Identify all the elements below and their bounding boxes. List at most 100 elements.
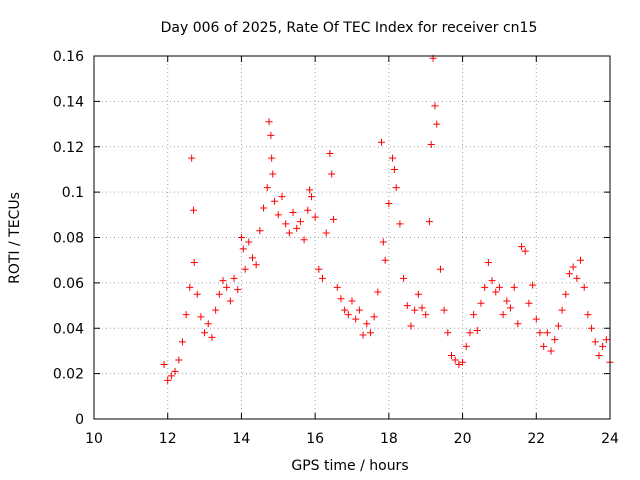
data-point <box>440 306 448 314</box>
data-point <box>188 154 196 162</box>
data-point <box>260 204 268 212</box>
data-point <box>182 311 190 319</box>
data-point <box>306 186 314 194</box>
data-point <box>208 333 216 341</box>
data-point <box>197 313 205 321</box>
data-point <box>591 338 599 346</box>
y-tick-label: 0.08 <box>53 231 84 247</box>
data-point <box>234 286 242 294</box>
data-point <box>422 311 430 319</box>
data-point <box>348 297 356 305</box>
data-point <box>201 329 209 337</box>
data-point <box>333 283 341 291</box>
data-point <box>230 274 238 282</box>
data-point <box>193 290 201 298</box>
data-point <box>577 256 585 264</box>
data-point <box>381 256 389 264</box>
data-point <box>186 283 194 291</box>
data-point <box>565 270 573 278</box>
x-axis-title: GPS time / hours <box>291 458 408 474</box>
data-point <box>407 322 415 330</box>
data-point <box>532 315 540 323</box>
data-point <box>239 245 247 253</box>
data-point <box>536 329 544 337</box>
data-point <box>418 304 426 312</box>
data-point <box>319 274 327 282</box>
data-point <box>160 361 168 369</box>
data-point <box>403 302 411 310</box>
data-point <box>256 227 264 235</box>
data-point <box>514 320 522 328</box>
data-point <box>562 290 570 298</box>
y-axis-title: ROTI / TECUs <box>7 192 23 284</box>
y-tick-label: 0.1 <box>62 185 84 201</box>
data-point <box>374 288 382 296</box>
data-point <box>326 150 334 158</box>
data-point <box>293 224 301 232</box>
data-point <box>379 238 387 246</box>
data-point <box>521 247 529 255</box>
data-point <box>462 342 470 350</box>
data-point <box>248 254 256 262</box>
data-point <box>518 243 526 251</box>
data-point <box>400 274 408 282</box>
data-point <box>477 299 485 307</box>
data-point <box>466 329 474 337</box>
data-point <box>484 258 492 266</box>
data-point <box>389 154 397 162</box>
x-tick-label: 10 <box>85 431 103 447</box>
data-point <box>167 372 175 380</box>
data-point <box>558 306 566 314</box>
data-point <box>411 306 419 314</box>
data-point <box>396 220 404 228</box>
data-point <box>385 199 393 207</box>
data-point <box>569 263 577 271</box>
plot-frame <box>93 55 611 420</box>
data-point <box>175 356 183 364</box>
data-point <box>377 138 385 146</box>
data-point <box>341 306 349 314</box>
data-point <box>470 311 478 319</box>
data-point <box>268 154 276 162</box>
data-point <box>190 258 198 266</box>
x-axis-ticks: 10 12 14 16 18 20 22 24 <box>85 56 619 447</box>
data-point <box>455 361 463 369</box>
data-point <box>580 283 588 291</box>
data-point <box>352 315 360 323</box>
data-point <box>307 193 315 201</box>
data-point <box>551 336 559 344</box>
data-point <box>510 283 518 291</box>
data-point <box>540 342 548 350</box>
data-point <box>459 358 467 366</box>
data-point <box>425 218 433 226</box>
data-point <box>241 265 249 273</box>
data-point <box>164 376 172 384</box>
data-point <box>282 220 290 228</box>
x-tick-label: 22 <box>527 431 545 447</box>
data-point <box>178 338 186 346</box>
data-point <box>588 324 596 332</box>
data-point <box>215 290 223 298</box>
grid-lines <box>94 56 610 419</box>
x-tick-label: 14 <box>233 431 251 447</box>
data-point <box>265 118 273 126</box>
data-point <box>451 356 459 364</box>
data-point <box>223 283 231 291</box>
data-point <box>506 304 514 312</box>
data-point <box>448 351 456 359</box>
data-point <box>595 351 603 359</box>
data-point <box>370 313 378 321</box>
data-point <box>554 322 562 330</box>
data-point <box>285 229 293 237</box>
x-tick-label: 18 <box>380 431 398 447</box>
data-point <box>363 320 371 328</box>
data-point <box>322 229 330 237</box>
data-point <box>499 311 507 319</box>
data-point <box>289 209 297 217</box>
y-tick-label: 0.12 <box>53 140 84 156</box>
data-point <box>392 184 400 192</box>
x-tick-label: 20 <box>454 431 472 447</box>
data-point <box>573 274 581 282</box>
data-point <box>267 131 275 139</box>
data-point <box>529 281 537 289</box>
